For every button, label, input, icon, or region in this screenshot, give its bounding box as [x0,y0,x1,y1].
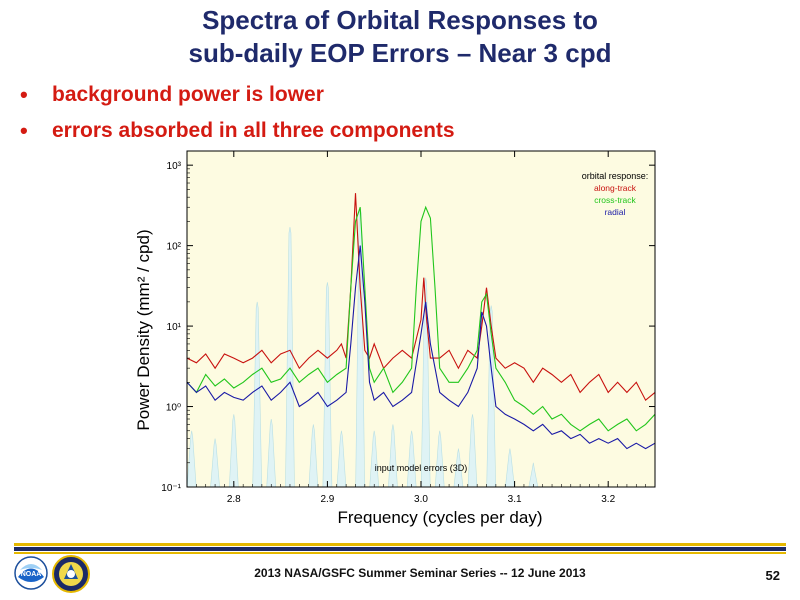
x-tick-label: 3.1 [508,494,522,505]
footer-band-middle [14,547,786,551]
bullet-item: • errors absorbed in all three components [20,116,455,152]
footer-text: 2013 NASA/GSFC Summer Seminar Series -- … [254,566,586,580]
bullet-item: • background power is lower [20,80,455,116]
legend-entry: along-track [594,183,637,193]
series-line-along-track [186,193,656,402]
x-axis-label: Frequency (cycles per day) [337,508,543,527]
y-tick-label: 10³ [167,161,182,172]
y-tick-label: 10⁰ [166,403,181,414]
bullet-list: • background power is lower • errors absor… [20,80,455,152]
series-line-cross-track [186,205,656,432]
legend-title: orbital response: [582,171,649,181]
series-line-radial [186,245,656,450]
bullet-text: errors absorbed in all three components [52,119,455,142]
bullet-text: background power is lower [52,83,324,106]
slide-title-line-2: sub-daily EOP Errors – Near 3 cpd [188,38,612,68]
bullet-dot-icon: • [20,118,28,143]
gsfc-seal-icon [52,555,90,593]
slide-title-line-1: Spectra of Orbital Responses to [202,5,598,35]
input-errors-annotation: input model errors (3D) [375,463,468,473]
y-tick-label: 10⁻¹ [161,483,181,494]
noaa-logo-icon: NOAA [14,556,48,590]
footer-band-top [14,543,786,546]
spectra-chart: 2.8 2.9 3.0 3.1 3.2 10⁻¹ 10⁰ 10¹ 10² 10³ orbital r… [161,150,656,505]
y-axis-label: Power Density (mm² / cpd) [134,229,153,431]
noaa-logo-text: NOAA [21,571,42,578]
legend-entry: cross-track [594,195,636,205]
y-tick-label: 10² [167,242,182,253]
page-number: 52 [765,568,780,583]
x-tick-label: 3.2 [601,494,615,505]
footer-band-bottom [14,552,786,554]
x-tick-label: 2.8 [227,494,241,505]
y-tick-label: 10¹ [167,322,182,333]
bullet-dot-icon: • [20,82,28,107]
legend-entry: radial [605,207,626,217]
x-tick-label: 3.0 [414,494,428,505]
slide-title: Spectra of Orbital Responses to sub-dail… [0,4,800,70]
x-tick-label: 2.9 [320,494,334,505]
